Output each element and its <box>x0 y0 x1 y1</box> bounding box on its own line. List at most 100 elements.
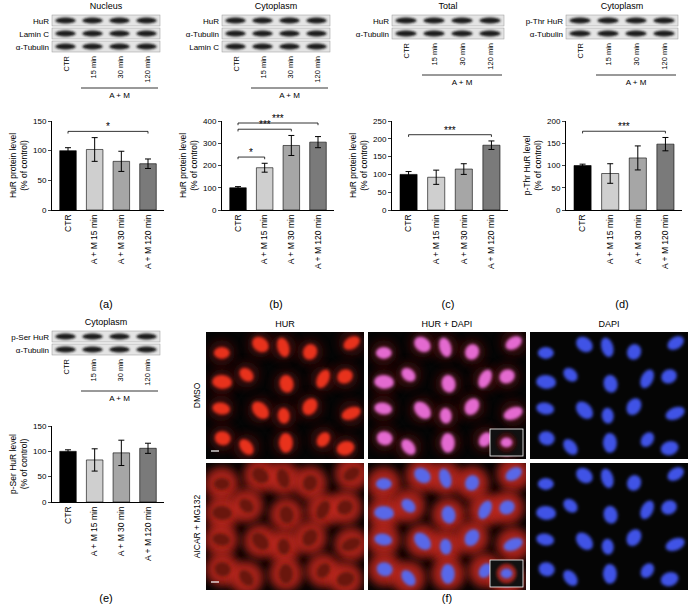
svg-text:HuR protein level(% of control: HuR protein level(% of control) <box>8 133 29 198</box>
svg-text:CTR: CTR <box>63 214 73 231</box>
svg-text:15 min: 15 min <box>89 56 98 79</box>
svg-text:200: 200 <box>203 161 217 170</box>
svg-text:A + M 120 min: A + M 120 min <box>143 506 153 561</box>
svg-text:CTR: CTR <box>62 358 71 374</box>
svg-text:120 min: 120 min <box>660 43 669 70</box>
svg-text:50: 50 <box>37 176 46 185</box>
svg-text:A + M 30 min: A + M 30 min <box>286 214 296 264</box>
svg-text:p-Thr HuR: p-Thr HuR <box>526 17 564 26</box>
svg-text:Lamin C: Lamin C <box>189 43 219 52</box>
svg-text:p-Ser HuR: p-Ser HuR <box>11 333 49 342</box>
svg-text:A + M: A + M <box>452 78 473 87</box>
svg-text:30 min: 30 min <box>632 43 641 66</box>
svg-text:HuR: HuR <box>373 17 389 26</box>
svg-text:***: *** <box>259 119 271 130</box>
svg-text:A + M 30 min: A + M 30 min <box>459 214 469 264</box>
svg-text:150: 150 <box>33 117 47 126</box>
svg-text:Cytoplasm: Cytoplasm <box>601 1 644 11</box>
svg-text:A + M: A + M <box>626 78 647 87</box>
svg-text:15 min: 15 min <box>89 359 98 382</box>
svg-text:A + M 120 min: A + M 120 min <box>660 214 670 269</box>
svg-text:CTR: CTR <box>403 214 413 231</box>
svg-text:p-Ser HuR level(% of control): p-Ser HuR level(% of control) <box>8 434 29 494</box>
svg-text:120 min: 120 min <box>143 56 152 83</box>
svg-text:***: *** <box>618 121 630 132</box>
svg-text:***: *** <box>272 113 284 124</box>
svg-text:30 min: 30 min <box>116 56 125 79</box>
svg-text:p-Thr HuR level(% of control): p-Thr HuR level(% of control) <box>522 136 543 196</box>
svg-text:100: 100 <box>33 447 47 456</box>
svg-text:300: 300 <box>203 139 217 148</box>
svg-text:*: * <box>249 147 253 158</box>
svg-text:100: 100 <box>373 170 387 179</box>
svg-text:CTR: CTR <box>233 214 243 231</box>
svg-text:A + M 120 min: A + M 120 min <box>313 214 323 269</box>
svg-text:Cytoplasm: Cytoplasm <box>85 317 128 327</box>
svg-text:A + M 15 min: A + M 15 min <box>431 214 441 264</box>
svg-text:A + M: A + M <box>279 91 300 100</box>
svg-text:CTR: CTR <box>63 506 73 523</box>
svg-text:A + M: A + M <box>109 91 130 100</box>
svg-text:A + M 30 min: A + M 30 min <box>116 506 126 556</box>
svg-text:150: 150 <box>547 139 561 148</box>
svg-text:AICAR + MG132: AICAR + MG132 <box>192 494 202 558</box>
svg-text:200: 200 <box>547 117 561 126</box>
svg-text:A + M 30 min: A + M 30 min <box>116 214 126 264</box>
svg-text:Cytoplasm: Cytoplasm <box>255 1 298 11</box>
svg-text:DMSO: DMSO <box>192 382 202 408</box>
svg-text:120 min: 120 min <box>486 43 495 70</box>
svg-text:A + M 15 min: A + M 15 min <box>605 214 615 264</box>
svg-text:α-Tubulin: α-Tubulin <box>530 30 563 39</box>
svg-text:α-Tubulin: α-Tubulin <box>16 346 49 355</box>
svg-text:A + M: A + M <box>109 394 130 403</box>
svg-text:***: *** <box>444 125 456 136</box>
svg-text:CTR: CTR <box>402 42 411 58</box>
svg-text:30 min: 30 min <box>286 56 295 79</box>
svg-text:100: 100 <box>203 184 217 193</box>
svg-text:150: 150 <box>33 422 47 431</box>
svg-text:50: 50 <box>377 188 386 197</box>
svg-text:HUR: HUR <box>275 319 295 329</box>
svg-text:A + M 120 min: A + M 120 min <box>486 214 496 269</box>
svg-text:A + M 15 min: A + M 15 min <box>89 214 99 264</box>
svg-text:HUR + DAPI: HUR + DAPI <box>422 319 473 329</box>
svg-text:CTR: CTR <box>577 214 587 231</box>
svg-text:Lamin C: Lamin C <box>19 30 49 39</box>
svg-text:CTR: CTR <box>576 42 585 58</box>
svg-text:HuR: HuR <box>33 17 49 26</box>
svg-text:15 min: 15 min <box>604 43 613 66</box>
svg-text:100: 100 <box>547 161 561 170</box>
svg-text:50: 50 <box>37 472 46 481</box>
svg-text:50: 50 <box>551 184 560 193</box>
svg-text:HuR: HuR <box>203 17 219 26</box>
svg-text:15 min: 15 min <box>259 56 268 79</box>
svg-text:120 min: 120 min <box>143 359 152 386</box>
svg-text:400: 400 <box>203 117 217 126</box>
svg-text:Nucleus: Nucleus <box>90 1 123 11</box>
svg-text:30 min: 30 min <box>458 43 467 66</box>
svg-text:HuR protein level(% of control: HuR protein level(% of control) <box>348 133 369 198</box>
svg-text:DAPI: DAPI <box>598 319 619 329</box>
svg-text:α-Tubulin: α-Tubulin <box>16 43 49 52</box>
svg-text:250: 250 <box>373 117 387 126</box>
svg-text:150: 150 <box>373 152 387 161</box>
svg-text:A + M 30 min: A + M 30 min <box>633 214 643 264</box>
svg-text:120 min: 120 min <box>313 56 322 83</box>
svg-text:CTR: CTR <box>62 55 71 71</box>
svg-text:15 min: 15 min <box>430 43 439 66</box>
svg-text:Total: Total <box>438 1 457 11</box>
svg-text:α-Tubulin: α-Tubulin <box>186 30 219 39</box>
svg-text:0: 0 <box>212 206 217 215</box>
svg-text:0: 0 <box>42 498 47 507</box>
svg-text:α-Tubulin: α-Tubulin <box>356 30 389 39</box>
svg-text:0: 0 <box>382 206 387 215</box>
svg-text:0: 0 <box>42 206 47 215</box>
svg-text:A + M 120 min: A + M 120 min <box>143 214 153 269</box>
svg-text:30 min: 30 min <box>116 359 125 382</box>
svg-text:0: 0 <box>556 206 561 215</box>
svg-text:100: 100 <box>33 146 47 155</box>
svg-text:*: * <box>106 121 110 132</box>
svg-text:CTR: CTR <box>232 55 241 71</box>
svg-text:HuR protein level(% of control: HuR protein level(% of control) <box>178 133 199 198</box>
svg-text:A + M 15 min: A + M 15 min <box>89 506 99 556</box>
